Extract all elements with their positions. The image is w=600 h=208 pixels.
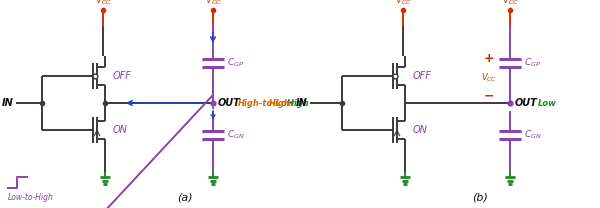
Text: $C_{GP}$: $C_{GP}$ bbox=[227, 56, 244, 69]
Text: $V_{CC}$: $V_{CC}$ bbox=[395, 0, 412, 7]
Text: $V_{CC}$: $V_{CC}$ bbox=[205, 0, 221, 7]
Text: −: − bbox=[484, 89, 494, 103]
Text: ON: ON bbox=[113, 125, 128, 135]
Text: High: High bbox=[269, 99, 291, 108]
Text: $C_{GP}$: $C_{GP}$ bbox=[524, 56, 541, 69]
Text: Low-to-High: Low-to-High bbox=[8, 193, 54, 203]
Text: $V_{CC}$: $V_{CC}$ bbox=[502, 0, 518, 7]
Text: $C_{GN}$: $C_{GN}$ bbox=[524, 128, 542, 141]
Text: High: High bbox=[284, 99, 309, 108]
Text: ON: ON bbox=[413, 125, 428, 135]
Text: OUT: OUT bbox=[515, 98, 538, 108]
Text: $V_{CC}$: $V_{CC}$ bbox=[95, 0, 112, 7]
Text: IN: IN bbox=[2, 98, 14, 108]
Text: (a): (a) bbox=[177, 192, 193, 202]
Text: (b): (b) bbox=[472, 192, 488, 202]
Text: +: + bbox=[484, 52, 494, 66]
Text: OFF: OFF bbox=[113, 71, 132, 81]
Text: OUT: OUT bbox=[218, 98, 241, 108]
Text: Low: Low bbox=[538, 99, 557, 108]
Text: $C_{GN}$: $C_{GN}$ bbox=[227, 128, 245, 141]
Text: OFF: OFF bbox=[413, 71, 432, 81]
Text: IN: IN bbox=[296, 98, 308, 108]
Text: High-to-Low: High-to-Low bbox=[238, 99, 296, 108]
Text: $V_{CC}$: $V_{CC}$ bbox=[481, 72, 497, 84]
